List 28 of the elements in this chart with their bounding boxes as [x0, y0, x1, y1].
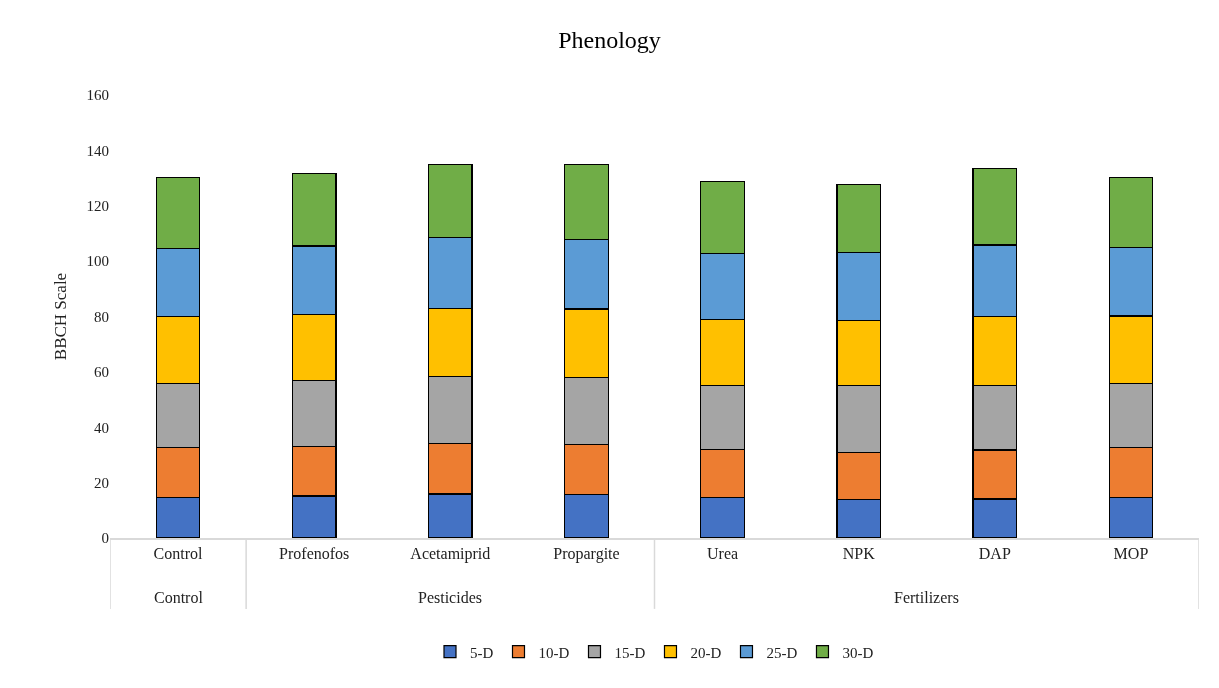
x-tick-label: Acetamiprid [410, 544, 491, 563]
y-tick-label: 140 [86, 142, 109, 159]
legend-label: 25-D [766, 644, 798, 661]
legend-label: 5-D [470, 644, 494, 661]
chart-title: Phenology [558, 26, 661, 53]
x-tick-label: Urea [707, 544, 739, 562]
x-tick-label: DAP [978, 544, 1011, 562]
y-tick-label: 40 [94, 419, 109, 436]
y-axis-title: BBCH Scale [51, 272, 71, 361]
y-tick-label: 0 [101, 530, 109, 547]
y-tick-label: 160 [86, 87, 109, 104]
x-tick-label: Profenofos [279, 544, 350, 562]
x-tick-label: MOP [1113, 544, 1149, 562]
x-tick-label: NPK [842, 544, 876, 562]
x-tick-label: Propargite [553, 544, 620, 563]
x-tick-label: Control [153, 544, 204, 562]
legend-label: 15-D [614, 644, 646, 661]
legend-label: 10-D [538, 644, 570, 661]
y-tick-label: 120 [86, 198, 109, 214]
text: Pesticides [418, 589, 482, 606]
y-tick-label: 20 [94, 474, 109, 491]
text: Fertilizers [894, 589, 959, 606]
legend-label: 20-D [690, 644, 722, 661]
text: Control [154, 589, 204, 606]
y-tick-label: 80 [94, 308, 109, 325]
legend-label: 30-D [842, 644, 874, 661]
y-tick-label: 100 [86, 253, 109, 270]
y-tick-label: 60 [94, 364, 109, 381]
